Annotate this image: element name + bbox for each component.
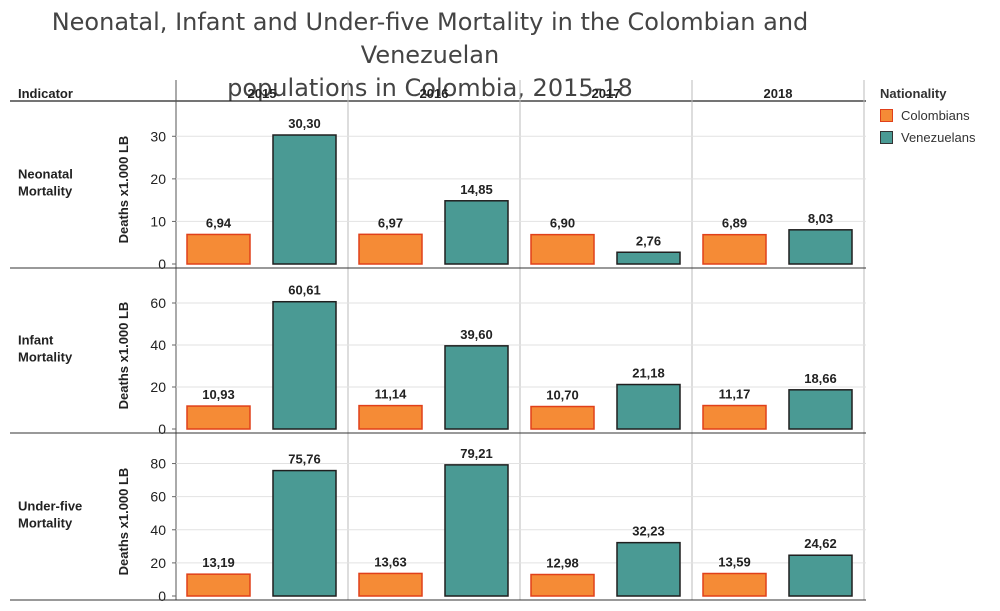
legend-label-venezuelans: Venezuelans — [901, 129, 976, 145]
bar-venezuelans-2018 — [788, 554, 853, 597]
y-axis-title-1: Deaths x1.000 LB — [116, 302, 131, 410]
bar-venezuelans-2016 — [444, 345, 509, 430]
legend-title: Nationality — [880, 86, 947, 101]
y-tick-label: 20 — [150, 555, 166, 571]
data-label-venezuelans-2015: 30,30 — [288, 116, 321, 131]
data-label-colombians-2017: 10,70 — [546, 388, 579, 403]
data-label-colombians-2015: 10,93 — [202, 387, 235, 402]
row-label-2: Mortality — [18, 516, 73, 531]
y-tick-label: 0 — [158, 256, 166, 272]
data-label-colombians-2016: 11,14 — [375, 387, 408, 402]
y-tick-label: 80 — [150, 456, 166, 472]
legend-swatch-colombians — [880, 108, 893, 122]
header-year-2017: 2017 — [592, 86, 621, 101]
header-year-2018: 2018 — [764, 86, 793, 101]
y-axis-title-0: Deaths x1.000 LB — [116, 136, 131, 244]
y-tick-label: 60 — [150, 295, 166, 311]
data-label-colombians-2017: 6,90 — [550, 216, 575, 231]
bar-venezuelans-2015 — [272, 469, 337, 597]
legend: Nationality Colombians Venezuelans — [880, 86, 975, 145]
data-label-venezuelans-2018: 24,62 — [804, 536, 837, 551]
data-label-venezuelans-2015: 75,76 — [288, 452, 321, 467]
y-tick-label: 0 — [158, 588, 166, 604]
data-label-venezuelans-2018: 8,03 — [808, 211, 833, 226]
row-label-0: Neonatal — [18, 167, 73, 182]
data-label-colombians-2015: 13,19 — [202, 555, 235, 570]
chart-title: Neonatal, Infant and Under-five Mortalit… — [0, 6, 860, 105]
bar-colombians-2017 — [530, 405, 595, 430]
y-tick-label: 40 — [150, 522, 166, 538]
header-year-2016: 2016 — [420, 86, 449, 101]
data-label-colombians-2018: 6,89 — [722, 216, 747, 231]
bar-venezuelans-2015 — [272, 134, 337, 265]
y-tick-label: 20 — [150, 171, 166, 187]
bar-colombians-2017 — [530, 573, 595, 597]
bar-colombians-2016 — [358, 572, 423, 597]
y-axis-title-2: Deaths x1.000 LB — [116, 468, 131, 576]
bar-venezuelans-2018 — [788, 229, 853, 265]
bar-venezuelans-2017 — [616, 251, 681, 265]
bar-colombians-2015 — [186, 573, 251, 597]
legend-label-colombians: Colombians — [901, 107, 970, 123]
bar-colombians-2016 — [358, 404, 423, 430]
data-label-venezuelans-2015: 60,61 — [288, 283, 321, 298]
legend-item-colombians[interactable]: Colombians — [880, 107, 975, 123]
bar-colombians-2018 — [702, 572, 767, 597]
data-label-colombians-2018: 13,59 — [718, 555, 751, 570]
legend-swatch-venezuelans — [880, 130, 893, 144]
y-tick-label: 10 — [150, 213, 166, 229]
y-tick-label: 20 — [150, 379, 166, 395]
data-label-venezuelans-2017: 32,23 — [632, 524, 665, 539]
header-indicator: Indicator — [18, 86, 73, 101]
data-label-colombians-2015: 6,94 — [206, 215, 232, 230]
bar-venezuelans-2018 — [788, 389, 853, 430]
row-label-1: Infant — [18, 333, 54, 348]
data-label-venezuelans-2016: 39,60 — [460, 327, 493, 342]
bar-colombians-2017 — [530, 233, 595, 265]
data-label-venezuelans-2018: 18,66 — [804, 371, 837, 386]
y-tick-label: 30 — [150, 128, 166, 144]
legend-item-venezuelans[interactable]: Venezuelans — [880, 129, 975, 145]
data-label-colombians-2016: 6,97 — [378, 215, 403, 230]
data-label-venezuelans-2016: 79,21 — [460, 446, 493, 461]
data-label-colombians-2017: 12,98 — [546, 556, 579, 571]
bar-colombians-2018 — [702, 233, 767, 265]
header-year-2015: 2015 — [248, 86, 277, 101]
y-tick-label: 0 — [158, 421, 166, 437]
y-tick-label: 60 — [150, 489, 166, 505]
row-label-0: Mortality — [18, 184, 73, 199]
bar-venezuelans-2017 — [616, 541, 681, 597]
data-label-venezuelans-2017: 21,18 — [632, 366, 665, 381]
row-label-1: Mortality — [18, 350, 73, 365]
data-label-colombians-2018: 11,17 — [719, 387, 751, 402]
chart-title-line-2: populations in Colombia, 2015-18 — [227, 74, 633, 102]
chart-title-line-1: Neonatal, Infant and Under-five Mortalit… — [51, 8, 809, 69]
bar-venezuelans-2016 — [444, 464, 509, 597]
bar-venezuelans-2016 — [444, 200, 509, 265]
row-label-2: Under-five — [18, 499, 82, 514]
bar-venezuelans-2017 — [616, 383, 681, 430]
bar-colombians-2015 — [186, 233, 251, 265]
y-tick-label: 40 — [150, 337, 166, 353]
bar-colombians-2018 — [702, 404, 767, 430]
data-label-colombians-2016: 13,63 — [374, 554, 407, 569]
chart-area: Indicator 2015 2016 2017 2018 Neonatal Mortali… — [10, 80, 866, 604]
data-label-venezuelans-2017: 2,76 — [636, 233, 661, 248]
bar-colombians-2016 — [358, 233, 423, 265]
data-label-venezuelans-2016: 14,85 — [460, 182, 493, 197]
bar-venezuelans-2015 — [272, 300, 337, 430]
bar-colombians-2015 — [186, 405, 251, 430]
